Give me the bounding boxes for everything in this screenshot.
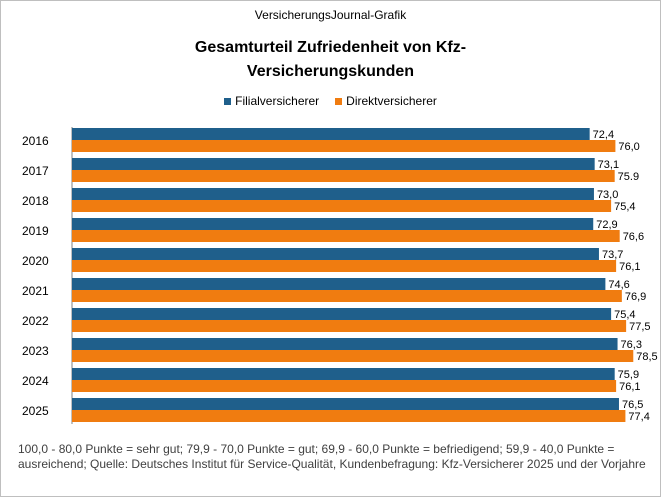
data-label-filialversicherer-2022: 75,4 bbox=[614, 309, 635, 321]
bar-direktversicherer-2020 bbox=[72, 260, 617, 272]
bar-direktversicherer-2024 bbox=[72, 380, 617, 392]
y-tick-label: 2024 bbox=[22, 374, 49, 388]
y-tick-label: 2018 bbox=[22, 194, 49, 208]
legend-swatch-direktversicherer bbox=[335, 97, 343, 105]
data-label-direktversicherer-2016: 76,0 bbox=[618, 141, 639, 153]
bar-filialversicherer-2021 bbox=[72, 278, 606, 290]
data-label-direktversicherer-2024: 76,1 bbox=[619, 381, 640, 393]
data-label-direktversicherer-2019: 76,6 bbox=[623, 231, 644, 243]
legend-label-filialversicherer: Filialversicherer bbox=[235, 94, 320, 108]
data-label-filialversicherer-2020: 73,7 bbox=[602, 249, 623, 261]
data-label-direktversicherer-2017: 75.9 bbox=[618, 171, 639, 183]
bar-filialversicherer-2022 bbox=[72, 308, 612, 320]
data-label-filialversicherer-2024: 75,9 bbox=[618, 369, 639, 381]
data-label-filialversicherer-2016: 72,4 bbox=[593, 129, 614, 141]
bar-filialversicherer-2025 bbox=[72, 398, 619, 410]
data-label-direktversicherer-2021: 76,9 bbox=[625, 291, 646, 303]
footnote: 100,0 - 80,0 Punkte = sehr gut; 79,9 - 7… bbox=[18, 442, 646, 471]
data-label-filialversicherer-2021: 74,6 bbox=[608, 279, 629, 291]
y-tick-label: 2021 bbox=[22, 284, 49, 298]
bar-direktversicherer-2022 bbox=[72, 320, 627, 332]
y-tick-label: 2022 bbox=[22, 314, 49, 328]
bar-direktversicherer-2019 bbox=[72, 230, 620, 242]
legend-swatch-filialversicherer bbox=[224, 97, 232, 105]
legend: Filialversicherer Direktversicherer bbox=[0, 94, 661, 108]
data-label-filialversicherer-2017: 73,1 bbox=[598, 159, 619, 171]
y-tick-label: 2025 bbox=[22, 404, 49, 418]
legend-item-direktversicherer: Direktversicherer bbox=[335, 94, 437, 108]
bar-direktversicherer-2025 bbox=[72, 410, 626, 422]
data-label-filialversicherer-2025: 76,5 bbox=[622, 399, 643, 411]
bar-filialversicherer-2024 bbox=[72, 368, 615, 380]
legend-item-filialversicherer: Filialversicherer bbox=[224, 94, 319, 108]
data-label-direktversicherer-2022: 77,5 bbox=[629, 321, 650, 333]
source-line: VersicherungsJournal-Grafik bbox=[254, 8, 407, 22]
y-tick-label: 2019 bbox=[22, 224, 49, 238]
bar-direktversicherer-2023 bbox=[72, 350, 634, 362]
data-label-direktversicherer-2018: 75,4 bbox=[614, 201, 635, 213]
data-label-direktversicherer-2020: 76,1 bbox=[619, 261, 640, 273]
chart-title-line-1: Gesamturteil Zufriedenheit von Kfz- bbox=[194, 39, 467, 56]
data-label-direktversicherer-2023: 78,5 bbox=[636, 351, 657, 363]
bar-filialversicherer-2016 bbox=[72, 128, 590, 140]
bar-direktversicherer-2016 bbox=[72, 140, 616, 152]
data-label-filialversicherer-2018: 73,0 bbox=[597, 189, 618, 201]
data-label-filialversicherer-2023: 76,3 bbox=[621, 339, 642, 351]
data-label-filialversicherer-2019: 72,9 bbox=[596, 219, 617, 231]
bar-direktversicherer-2018 bbox=[72, 200, 612, 212]
y-tick-label: 2023 bbox=[22, 344, 49, 358]
chart-title-line-2: Versicherungskunden bbox=[246, 63, 415, 80]
y-tick-label: 2020 bbox=[22, 254, 49, 268]
bar-direktversicherer-2021 bbox=[72, 290, 622, 302]
bar-filialversicherer-2019 bbox=[72, 218, 594, 230]
bar-direktversicherer-2017 bbox=[72, 170, 615, 182]
y-tick-label: 2016 bbox=[22, 134, 49, 148]
bar-filialversicherer-2020 bbox=[72, 248, 599, 260]
bar-filialversicherer-2018 bbox=[72, 188, 594, 200]
legend-label-direktversicherer: Direktversicherer bbox=[346, 94, 437, 108]
bar-filialversicherer-2017 bbox=[72, 158, 595, 170]
chart-title: Gesamturteil Zufriedenheit von Kfz- Vers… bbox=[0, 36, 661, 84]
y-tick-label: 2017 bbox=[22, 164, 49, 178]
bar-filialversicherer-2023 bbox=[72, 338, 618, 350]
data-label-direktversicherer-2025: 77,4 bbox=[628, 411, 649, 423]
